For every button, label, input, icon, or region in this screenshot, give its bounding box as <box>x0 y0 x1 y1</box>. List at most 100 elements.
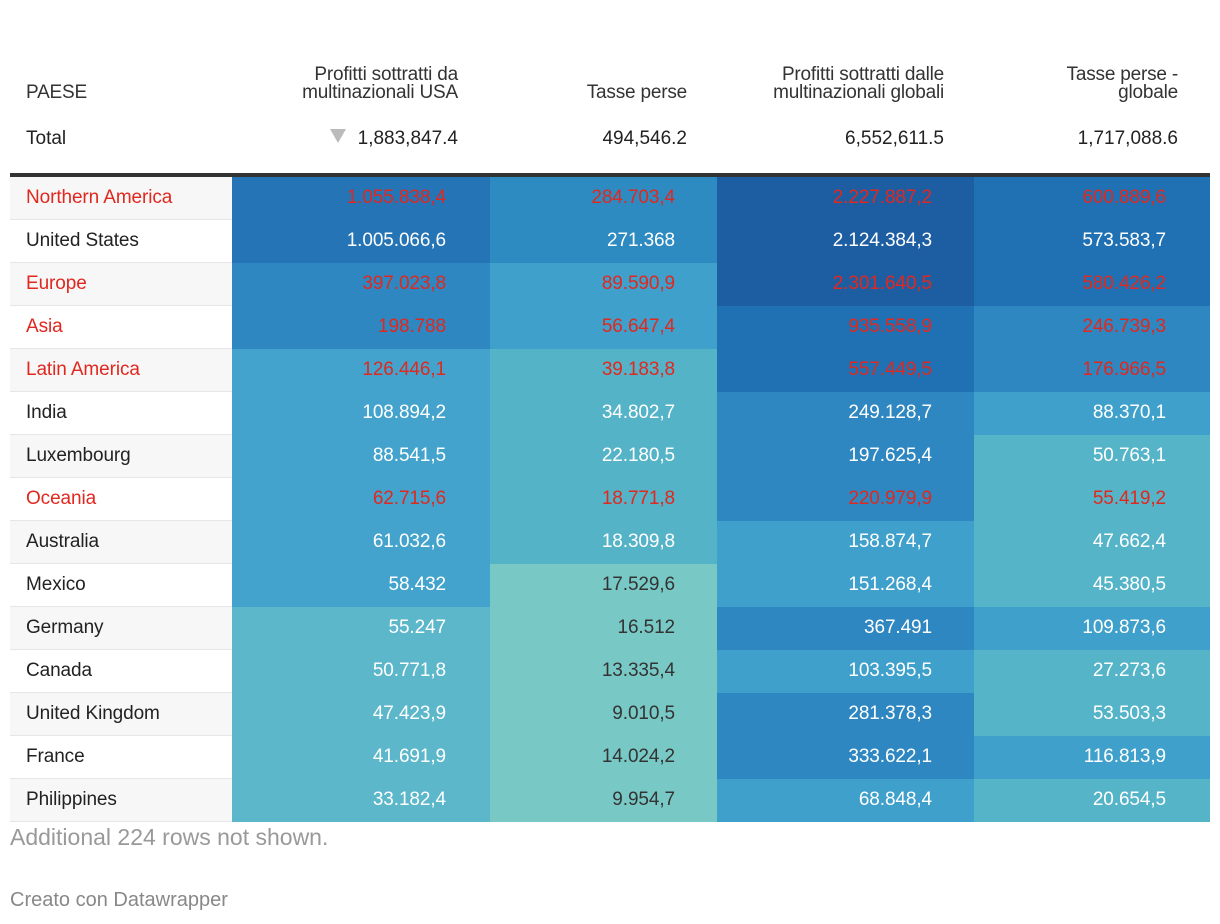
taxes-lost-global-cell: 116.813,9 <box>974 735 1210 779</box>
taxes-lost-global-cell: 45.380,5 <box>974 563 1210 607</box>
taxes-lost-global-cell: 176.966,5 <box>974 348 1210 392</box>
table-row: Australia 61.032,6 18.309,8 158.874,7 47.662… <box>10 520 1210 564</box>
column-header-global-profits[interactable]: Profitti sottratti dalle multinazionali … <box>773 64 944 103</box>
usa-profits-cell: 50.771,8 <box>232 649 490 693</box>
usa-profits-cell: 126.446,1 <box>232 348 490 392</box>
table-row: Canada 50.771,8 13.335,4 103.395,5 27.273,6 <box>10 649 1210 693</box>
taxes-lost-cell: 13.335,4 <box>490 649 717 693</box>
global-profits-cell: 281.378,3 <box>717 692 974 736</box>
taxes-lost-global-cell: 600.889,6 <box>974 175 1210 220</box>
column-header-usa-profits[interactable]: Profitti sottratti da multinazionali USA <box>302 64 458 103</box>
datawrapper-table-widget: PAESE Profitti sottratti da multinaziona… <box>10 0 1210 822</box>
sort-descending-icon[interactable] <box>329 129 346 144</box>
taxes-lost-cell: 22.180,5 <box>490 434 717 478</box>
global-profits-cell: 935.558,9 <box>717 305 974 349</box>
table-row: Latin America 126.446,1 39.183,8 557.449,5 1… <box>10 348 1210 392</box>
table-row: India 108.894,2 34.802,7 249.128,7 88.370,1 <box>10 391 1210 435</box>
country-name: Asia <box>10 305 232 349</box>
global-profits-cell: 333.622,1 <box>717 735 974 779</box>
usa-profits-cell: 58.432 <box>232 563 490 607</box>
usa-profits-cell: 62.715,6 <box>232 477 490 521</box>
country-name: Mexico <box>10 563 232 607</box>
column-header-country[interactable]: PAESE <box>26 82 87 103</box>
global-profits-cell: 249.128,7 <box>717 391 974 435</box>
country-name: United Kingdom <box>10 692 232 736</box>
table-row: Asia 198.788 56.647,4 935.558,9 246.739,3 <box>10 305 1210 349</box>
usa-profits-cell: 55.247 <box>232 606 490 650</box>
usa-profits-cell: 1.005.066,6 <box>232 219 490 263</box>
country-name: Latin America <box>10 348 232 392</box>
taxes-lost-cell: 16.512 <box>490 606 717 650</box>
global-profits-cell: 220.979,9 <box>717 477 974 521</box>
global-profits-cell: 2.301.640,5 <box>717 262 974 306</box>
taxes-lost-global-cell: 580.426,2 <box>974 262 1210 306</box>
taxes-lost-cell: 284.703,4 <box>490 175 717 220</box>
table-row: Germany 55.247 16.512 367.491 109.873,6 <box>10 606 1210 650</box>
taxes-lost-global-cell: 55.419,2 <box>974 477 1210 521</box>
total-label: Total <box>10 104 232 177</box>
taxes-lost-cell: 14.024,2 <box>490 735 717 779</box>
table-row: France 41.691,9 14.024,2 333.622,1 116.813,9 <box>10 735 1210 779</box>
global-profits-cell: 151.268,4 <box>717 563 974 607</box>
total-usa-profits-cell: 1,883,847.4 <box>232 104 490 177</box>
table-body: Northern America 1.055.838,4 284.703,4 2.22… <box>10 175 1210 822</box>
table-row: United Kingdom 47.423,9 9.010,5 281.378,3 53… <box>10 692 1210 736</box>
taxes-lost-cell: 271.368 <box>490 219 717 263</box>
usa-profits-cell: 397.023,8 <box>232 262 490 306</box>
usa-profits-cell: 33.182,4 <box>232 778 490 822</box>
total-usa-profits: 1,883,847.4 <box>357 127 458 149</box>
usa-profits-cell: 88.541,5 <box>232 434 490 478</box>
column-header-taxes-lost-global[interactable]: Tasse perse - globale <box>1066 64 1179 103</box>
usa-profits-cell: 47.423,9 <box>232 692 490 736</box>
global-profits-cell: 68.848,4 <box>717 778 974 822</box>
table-row: Philippines 33.182,4 9.954,7 68.848,4 20.654… <box>10 778 1210 822</box>
country-name: Germany <box>10 606 232 650</box>
datawrapper-credit[interactable]: Creato con Datawrapper <box>10 889 228 911</box>
taxes-lost-global-cell: 109.873,6 <box>974 606 1210 650</box>
total-taxes-lost-global: 1,717,088.6 <box>974 104 1210 177</box>
header-row: PAESE Profitti sottratti da multinaziona… <box>10 0 1210 104</box>
table-row: Europe 397.023,8 89.590,9 2.301.640,5 580.42… <box>10 262 1210 306</box>
usa-profits-cell: 61.032,6 <box>232 520 490 564</box>
taxes-lost-cell: 18.771,8 <box>490 477 717 521</box>
taxes-lost-global-cell: 53.503,3 <box>974 692 1210 736</box>
country-name: Philippines <box>10 778 232 822</box>
global-profits-cell: 2.124.384,3 <box>717 219 974 263</box>
taxes-lost-cell: 34.802,7 <box>490 391 717 435</box>
country-name: Europe <box>10 262 232 306</box>
country-name: Australia <box>10 520 232 564</box>
country-name: Luxembourg <box>10 434 232 478</box>
rows-not-shown-note: Additional 224 rows not shown. <box>10 824 329 850</box>
taxes-lost-global-cell: 50.763,1 <box>974 434 1210 478</box>
table-row: United States 1.005.066,6 271.368 2.124.384… <box>10 219 1210 263</box>
country-name: United States <box>10 219 232 263</box>
taxes-lost-global-cell: 246.739,3 <box>974 305 1210 349</box>
taxes-lost-global-cell: 573.583,7 <box>974 219 1210 263</box>
country-name: India <box>10 391 232 435</box>
table-row: Mexico 58.432 17.529,6 151.268,4 45.380,5 <box>10 563 1210 607</box>
table-row: Oceania 62.715,6 18.771,8 220.979,9 55.419,2 <box>10 477 1210 521</box>
taxes-lost-cell: 39.183,8 <box>490 348 717 392</box>
country-name: Northern America <box>10 175 232 220</box>
taxes-lost-cell: 9.010,5 <box>490 692 717 736</box>
usa-profits-cell: 108.894,2 <box>232 391 490 435</box>
taxes-lost-cell: 9.954,7 <box>490 778 717 822</box>
total-global-profits: 6,552,611.5 <box>717 104 974 177</box>
taxes-lost-global-cell: 20.654,5 <box>974 778 1210 822</box>
taxes-lost-global-cell: 88.370,1 <box>974 391 1210 435</box>
global-profits-cell: 197.625,4 <box>717 434 974 478</box>
total-taxes-lost: 494,546.2 <box>490 104 717 177</box>
global-profits-cell: 557.449,5 <box>717 348 974 392</box>
taxes-lost-global-cell: 27.273,6 <box>974 649 1210 693</box>
table-row: Luxembourg 88.541,5 22.180,5 197.625,4 50.76… <box>10 434 1210 478</box>
taxes-lost-cell: 18.309,8 <box>490 520 717 564</box>
country-name: Canada <box>10 649 232 693</box>
global-profits-cell: 158.874,7 <box>717 520 974 564</box>
usa-profits-cell: 1.055.838,4 <box>232 175 490 220</box>
usa-profits-cell: 41.691,9 <box>232 735 490 779</box>
global-profits-cell: 367.491 <box>717 606 974 650</box>
table-row: Northern America 1.055.838,4 284.703,4 2.22… <box>10 175 1210 220</box>
global-profits-cell: 103.395,5 <box>717 649 974 693</box>
taxes-lost-cell: 17.529,6 <box>490 563 717 607</box>
column-header-taxes-lost[interactable]: Tasse perse <box>586 82 687 103</box>
